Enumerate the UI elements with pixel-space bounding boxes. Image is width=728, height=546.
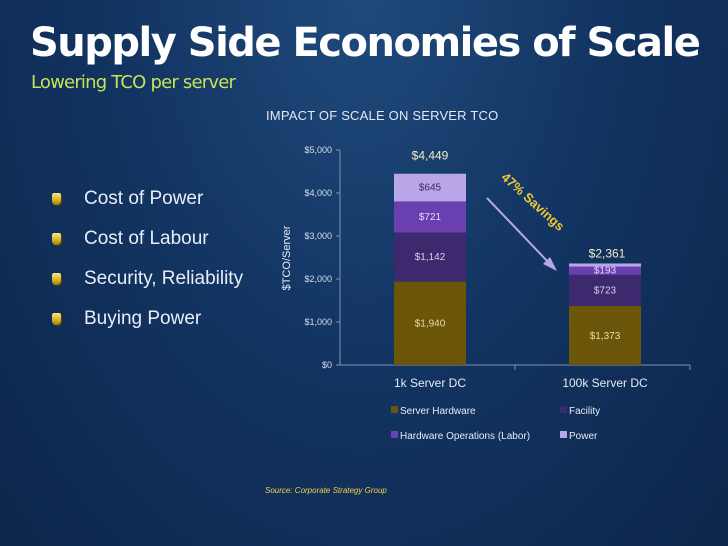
legend-label: Hardware Operations (Labor) bbox=[400, 431, 530, 442]
bullet-text: Buying Power bbox=[84, 308, 202, 329]
y-tick-label: $5,000 bbox=[304, 145, 332, 155]
total-label: $4,449 bbox=[412, 149, 449, 163]
y-tick-label: $3,000 bbox=[304, 231, 332, 241]
x-tick-label: 1k Server DC bbox=[394, 376, 466, 390]
bullet-icon bbox=[52, 193, 61, 205]
bullet-icon bbox=[52, 313, 61, 325]
slide-title: Supply Side Economies of Scale bbox=[30, 20, 701, 66]
legend-swatch bbox=[391, 406, 398, 413]
bar-segment bbox=[569, 305, 641, 365]
bullet-text: Cost of Labour bbox=[84, 228, 209, 249]
bar-segment bbox=[569, 266, 641, 275]
bullet-icon bbox=[52, 233, 61, 245]
bullet-text: Cost of Power bbox=[84, 188, 204, 209]
y-tick-label: $4,000 bbox=[304, 188, 332, 198]
y-axis-label: $TCO/Server bbox=[281, 225, 293, 290]
bullet-text: Security, Reliability bbox=[84, 268, 244, 289]
total-label: $2,361 bbox=[589, 246, 626, 260]
savings-annotation: 47% Savings bbox=[498, 169, 567, 233]
savings-arrow-line bbox=[486, 197, 551, 265]
legend-label: Power bbox=[569, 431, 598, 442]
y-tick-label: $0 bbox=[322, 360, 332, 370]
bar-data-label: $645 bbox=[419, 183, 442, 194]
legend-swatch bbox=[391, 431, 398, 438]
bullet-icon bbox=[52, 273, 61, 285]
y-tick-label: $2,000 bbox=[304, 274, 332, 284]
bar-segment bbox=[394, 173, 466, 202]
chart-title: IMPACT OF SCALE ON SERVER TCO bbox=[266, 108, 499, 123]
bar-data-label: $1,142 bbox=[415, 252, 446, 263]
legend-swatch bbox=[560, 406, 567, 413]
bar-segment bbox=[394, 281, 466, 365]
bar-segment bbox=[394, 201, 466, 233]
bullet-item: Cost of Labour bbox=[52, 226, 252, 252]
bar-data-label: $721 bbox=[419, 212, 442, 223]
legend-label: Server Hardware bbox=[400, 406, 476, 417]
bullet-item: Security, Reliability bbox=[52, 266, 252, 292]
y-tick-label: $1,000 bbox=[304, 317, 332, 327]
savings-arrow-head bbox=[543, 257, 557, 271]
bullet-item: Cost of Power bbox=[52, 186, 252, 212]
bar-segment bbox=[394, 232, 466, 282]
bar-data-label: $193 bbox=[594, 266, 617, 277]
bullet-item: Buying Power bbox=[52, 306, 252, 332]
slide-subtitle: Lowering TCO per server bbox=[31, 72, 236, 93]
bullet-list: Cost of Power Cost of Labour Security, R… bbox=[52, 186, 252, 346]
legend-label: Facility bbox=[569, 406, 600, 417]
legend-swatch bbox=[560, 431, 567, 438]
bar-data-label: $1,373 bbox=[590, 331, 621, 342]
bar-segment bbox=[569, 274, 641, 306]
x-tick-label: 100k Server DC bbox=[562, 376, 648, 390]
source-note: Source: Corporate Strategy Group bbox=[265, 486, 387, 495]
bar-segment bbox=[569, 263, 641, 267]
bar-data-label: $723 bbox=[594, 285, 617, 296]
bar-data-label: $1,940 bbox=[415, 318, 446, 329]
